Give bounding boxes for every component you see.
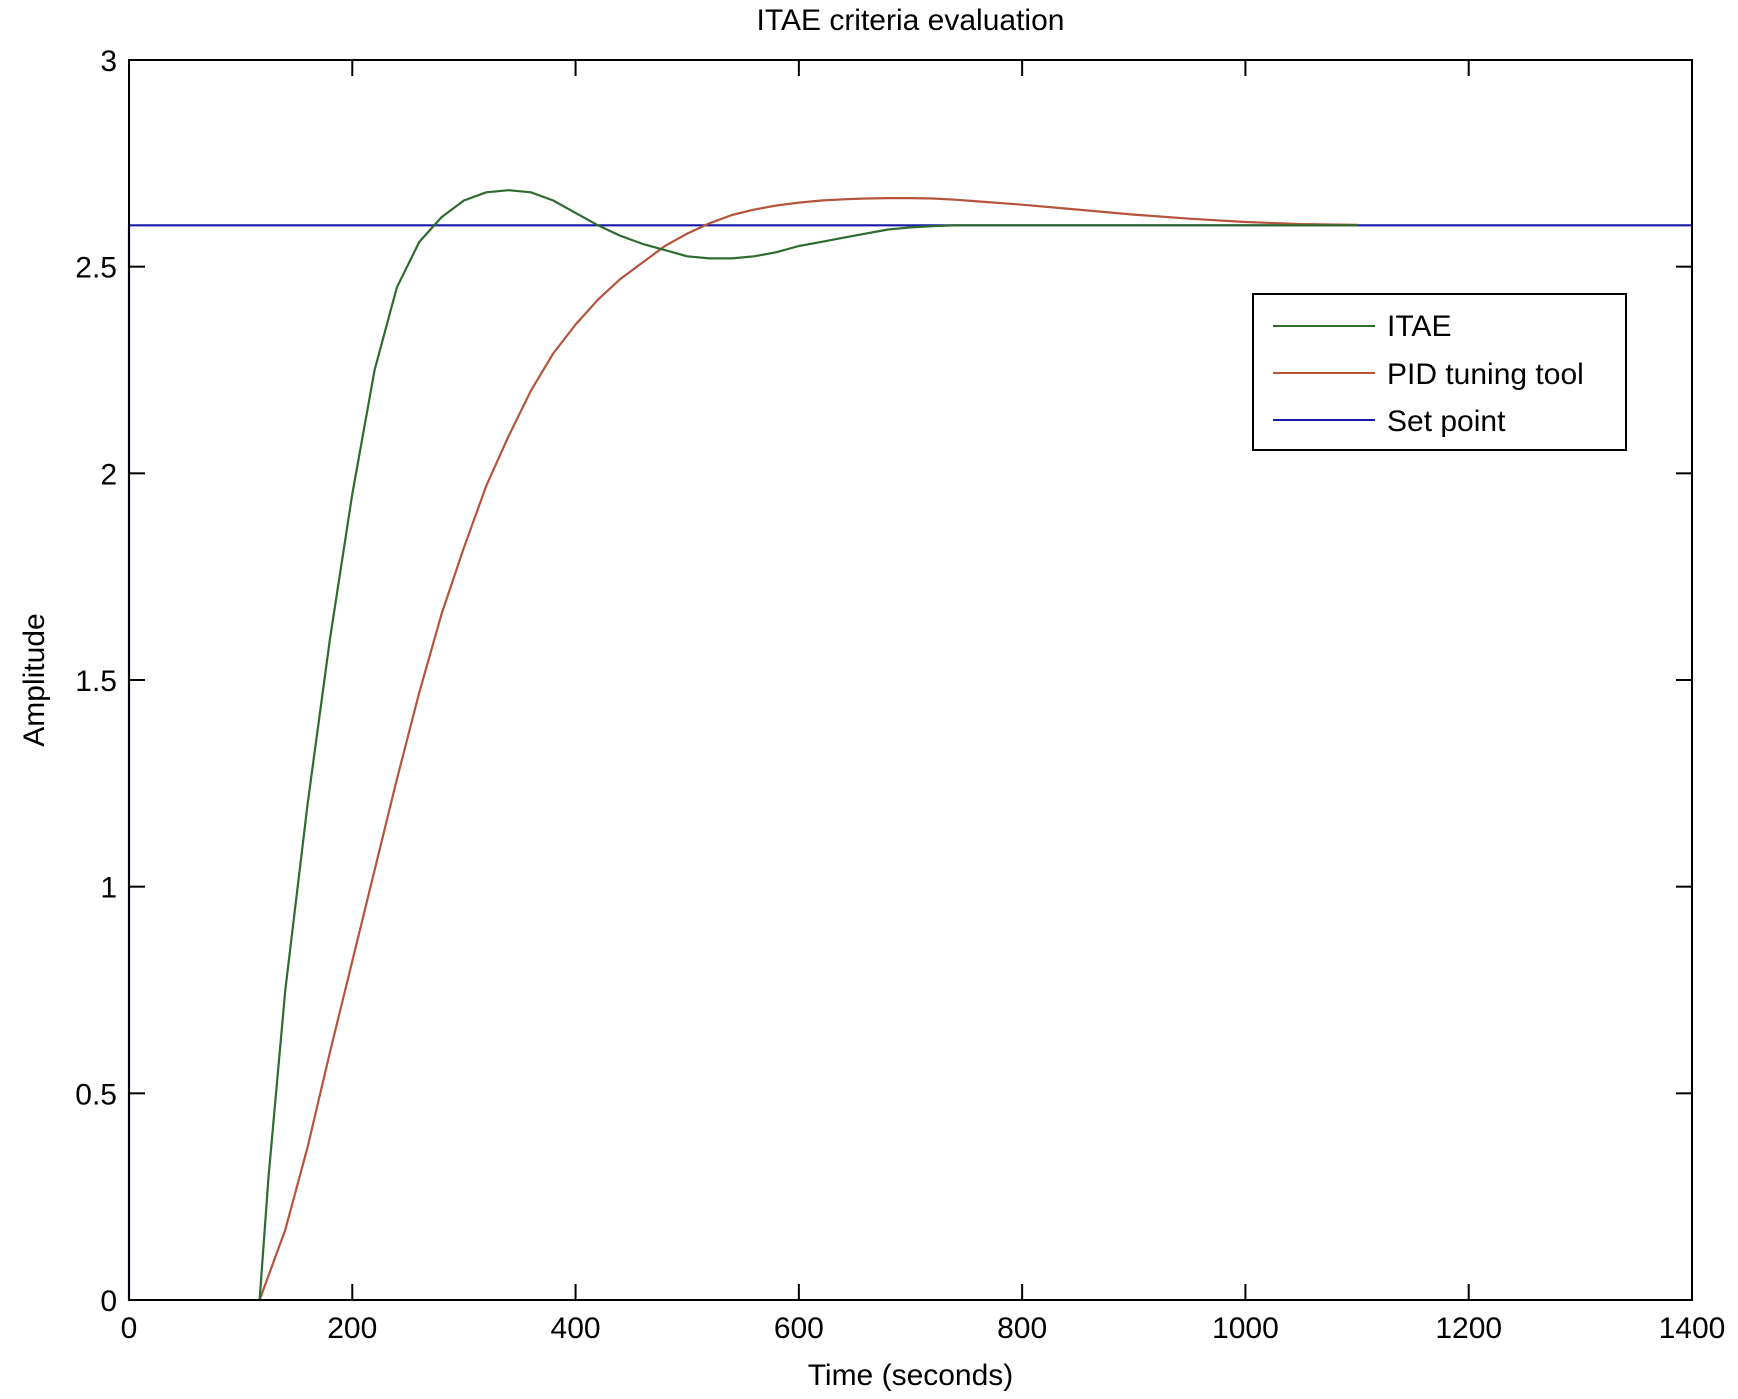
plot-area [129,60,1692,1300]
tick-layer: 0 200 400 600 800 1000 1200 1400 0 0.5 1 1.5 2 2.5 3 [75,45,1725,1345]
y-tick-label: 3 [100,45,117,78]
y-tick-label: 1.5 [75,665,117,698]
x-tick-label: 1000 [1212,1312,1279,1345]
legend-label-set-point: Set point [1387,405,1506,438]
x-tick-label: 1200 [1435,1312,1502,1345]
chart-title: ITAE criteria evaluation [757,4,1065,37]
x-tick-label: 600 [774,1312,824,1345]
y-axis-label: Amplitude [18,613,51,746]
legend-label-itae: ITAE [1387,310,1451,343]
plot-frame [128,59,1693,1301]
x-tick-label: 200 [327,1312,377,1345]
legend-label-pid-tuning-tool: PID tuning tool [1387,358,1584,391]
x-tick-label: 800 [997,1312,1047,1345]
x-tick-label: 1400 [1659,1312,1726,1345]
y-tick-label: 2.5 [75,252,117,285]
y-tick-label: 1 [100,872,117,905]
series-line-itae [258,189,1359,1302]
series-line-pid-tuning-tool [258,197,1359,1302]
legend: ITAE PID tuning tool Set point [1252,293,1627,451]
x-tick-label: 400 [551,1312,601,1345]
y-tick-label: 0.5 [75,1078,117,1111]
x-tick-label: 0 [121,1312,138,1345]
x-axis-label: Time (seconds) [808,1359,1014,1392]
y-tick-label: 2 [100,458,117,491]
y-tick-label: 0 [100,1285,117,1318]
